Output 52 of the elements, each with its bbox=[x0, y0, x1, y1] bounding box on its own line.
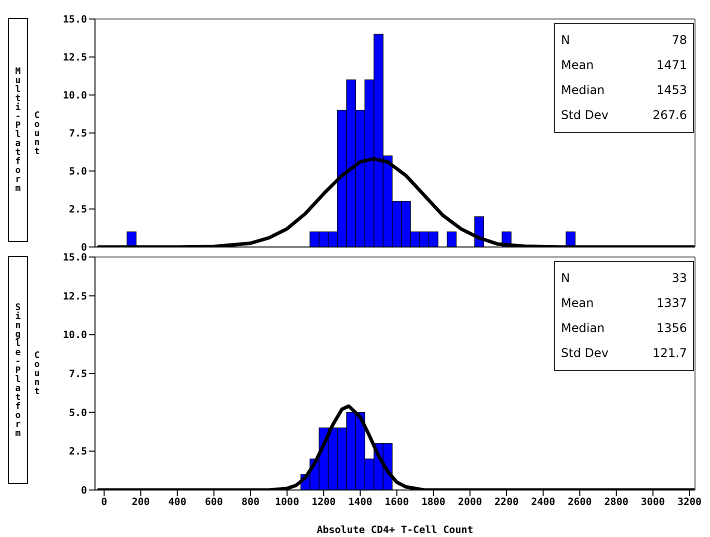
y-tick-label: 5.0 bbox=[68, 166, 87, 178]
x-tick-label: 3200 bbox=[677, 497, 702, 508]
y-tick-label: 2.5 bbox=[68, 446, 87, 458]
annotation: Std Dev bbox=[561, 107, 608, 124]
x-tick-label: 800 bbox=[241, 497, 260, 508]
x-tick-label: 2800 bbox=[604, 497, 628, 508]
x-tick-label: 400 bbox=[168, 497, 186, 508]
x-tick-label: 1000 bbox=[275, 497, 300, 508]
y-tick-label: 7.5 bbox=[68, 128, 87, 140]
annotation: Median bbox=[561, 320, 605, 337]
annotation: Std Dev bbox=[561, 345, 608, 362]
y-tick-label: 0 bbox=[80, 486, 87, 497]
y-tick-label: 7.5 bbox=[68, 369, 87, 380]
annotation: Median bbox=[561, 82, 605, 99]
annotation: 1453 bbox=[656, 82, 687, 99]
x-tick-label: 3000 bbox=[640, 497, 665, 508]
y-axis-title: Count bbox=[32, 350, 42, 396]
x-tick-label: 1400 bbox=[348, 497, 372, 508]
y-tick-label: 12.5 bbox=[62, 291, 87, 302]
x-tick-label: 2200 bbox=[494, 497, 519, 508]
x-tick-label: 2400 bbox=[531, 497, 556, 508]
annotation: 1471 bbox=[656, 57, 687, 74]
y-tick-label: 2.5 bbox=[68, 204, 87, 216]
x-tick-label: 2600 bbox=[568, 497, 592, 508]
annotation: 1337 bbox=[656, 295, 687, 312]
y-tick-label: 15.0 bbox=[62, 14, 87, 26]
annotation: 121.7 bbox=[652, 345, 687, 362]
annotation: Mean bbox=[561, 295, 594, 312]
annotation: 33 bbox=[672, 270, 687, 287]
x-tick-label: 1200 bbox=[312, 497, 336, 508]
x-tick-label: 1800 bbox=[421, 497, 446, 508]
x-tick-label: 0 bbox=[101, 497, 108, 508]
y-tick-label: 15.0 bbox=[62, 252, 87, 264]
x-tick-label: 600 bbox=[204, 497, 223, 508]
annotation: 1356 bbox=[656, 320, 687, 337]
y-tick-label: 0 bbox=[80, 242, 87, 254]
y-tick-label: 12.5 bbox=[62, 52, 87, 64]
text: Multi-Platform bbox=[13, 67, 23, 193]
annotation: 78 bbox=[672, 32, 687, 49]
x-tick-label: 1600 bbox=[384, 497, 409, 508]
y-tick-label: 5.0 bbox=[68, 408, 87, 419]
y-tick-label: 10.0 bbox=[62, 90, 87, 102]
annotation: N bbox=[561, 32, 570, 49]
annotation: 267.6 bbox=[652, 107, 687, 124]
x-tick-label: 200 bbox=[132, 497, 150, 508]
x-axis-title: Absolute CD4+ T-Cell Count bbox=[316, 525, 474, 536]
y-axis-title: Count bbox=[32, 110, 42, 156]
x-tick-label: 2000 bbox=[458, 497, 482, 508]
annotation: Mean bbox=[561, 57, 594, 74]
annotation: N bbox=[561, 270, 570, 287]
text: Single-Platform bbox=[13, 302, 23, 438]
y-tick-label: 10.0 bbox=[62, 330, 87, 342]
